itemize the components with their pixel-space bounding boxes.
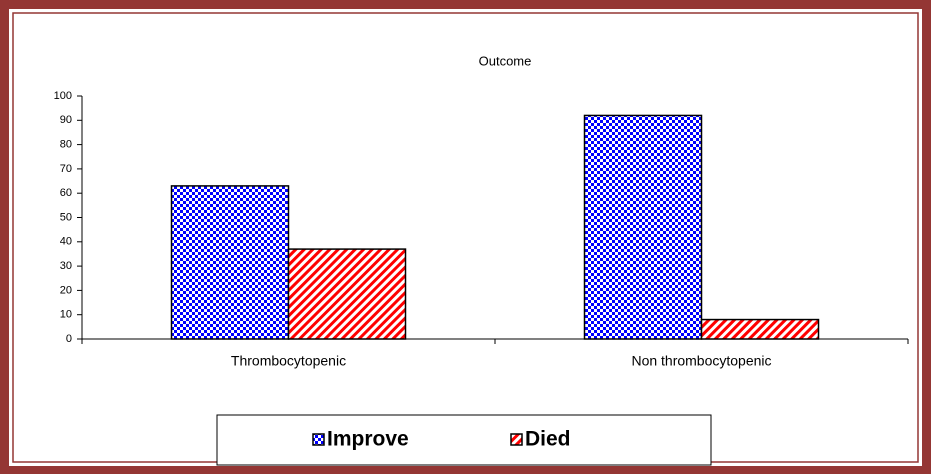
legend-label: Improve xyxy=(327,428,409,451)
bar xyxy=(583,114,703,340)
legend-label: Died xyxy=(525,428,571,451)
x-tick-label: Thrombocytopenic xyxy=(231,353,346,369)
bar xyxy=(287,248,407,340)
y-tick-label: 40 xyxy=(60,236,72,248)
legend-swatch xyxy=(510,433,523,446)
y-tick-label: 70 xyxy=(60,163,72,175)
chart-title: Outcome xyxy=(479,53,532,68)
legend xyxy=(216,414,712,466)
x-tick-label: Non thrombocytopenic xyxy=(631,353,771,369)
y-tick-label: 0 xyxy=(66,333,72,345)
frame-inner xyxy=(9,9,922,466)
legend-swatch xyxy=(312,433,325,446)
y-tick-label: 90 xyxy=(60,114,72,126)
y-tick-label: 30 xyxy=(60,260,72,272)
y-tick-label: 100 xyxy=(54,90,72,102)
y-tick-label: 80 xyxy=(60,139,72,151)
y-tick-label: 10 xyxy=(60,309,72,321)
y-tick-label: 50 xyxy=(60,211,72,223)
bar xyxy=(700,318,820,340)
y-tick-label: 20 xyxy=(60,284,72,296)
y-tick-label: 60 xyxy=(60,187,72,199)
bar xyxy=(170,185,290,340)
